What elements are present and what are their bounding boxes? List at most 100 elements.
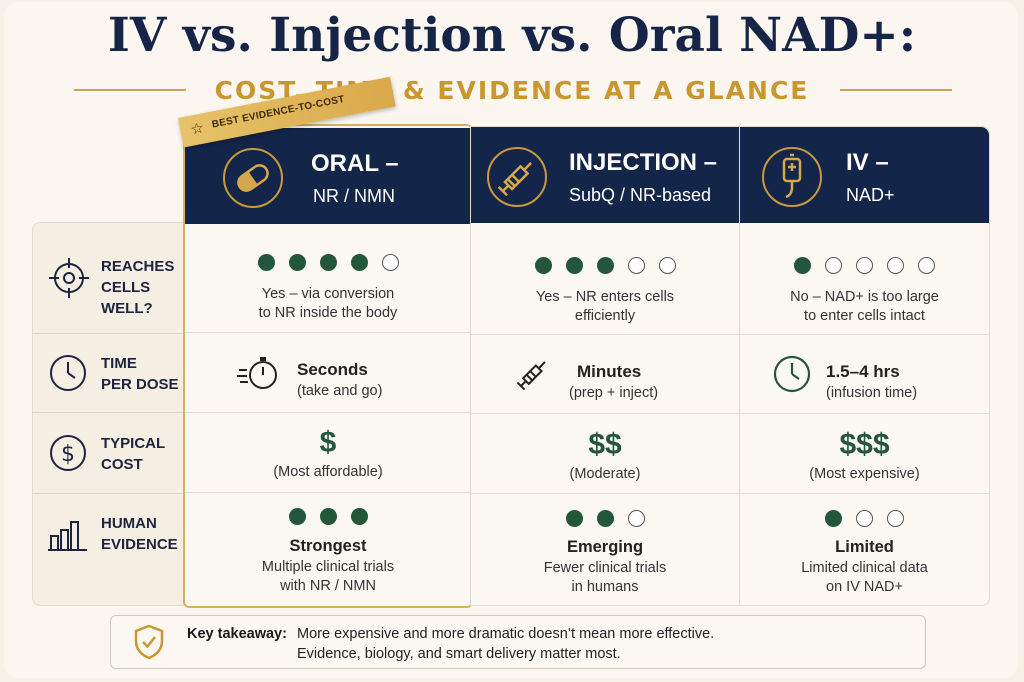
rating-dot-filled <box>288 508 306 526</box>
rating-dot-empty <box>381 254 399 272</box>
row-label-cost: $ TYPICAL COST <box>33 413 185 493</box>
rating-dot-filled <box>565 510 583 528</box>
row-divider <box>471 413 739 414</box>
row-label-reach: REACHES CELLS WELL? <box>33 223 185 333</box>
cost-symbol: $$$ <box>839 428 890 461</box>
row-divider <box>185 492 471 493</box>
rating-dot-filled <box>319 508 337 526</box>
reach-text-line1: Yes – via conversion <box>261 286 395 302</box>
row-label-text: HUMAN EVIDENCE <box>101 515 178 553</box>
time-note: (prep + inject) <box>569 385 659 401</box>
clock-icon <box>47 352 89 399</box>
column-injection: INJECTION – SubQ / NR-based Yes – NR ent… <box>470 126 740 606</box>
reach-text-line2: to NR inside the body <box>258 305 398 321</box>
time-value: 1.5–4 hrs <box>826 362 900 381</box>
time-note: (infusion time) <box>826 385 918 401</box>
evidence-rating-dots <box>471 510 739 528</box>
rating-dot-filled <box>794 257 811 275</box>
column-subtitle: SubQ / NR-based <box>569 185 712 205</box>
rating-dot-empty <box>856 257 873 275</box>
row-divider <box>33 333 185 334</box>
rating-dot-filled <box>350 508 368 526</box>
crosshair-icon <box>47 256 91 305</box>
row-divider <box>33 412 185 413</box>
time-value: Minutes <box>577 362 642 381</box>
row-divider <box>740 493 989 494</box>
rating-dot-empty <box>825 257 842 275</box>
subtitle-rule-right <box>840 89 952 91</box>
evidence-title: Strongest <box>289 537 367 555</box>
star-icon: ☆ <box>188 119 206 139</box>
rating-dot-empty <box>658 257 676 275</box>
column-title: INJECTION – <box>569 149 718 176</box>
syringe-icon <box>513 354 553 399</box>
row-label-evidence: HUMAN EVIDENCE <box>33 494 185 604</box>
column-header: INJECTION – SubQ / NR-based <box>471 127 739 223</box>
time-value: Seconds <box>297 360 368 379</box>
shield-check-icon <box>133 624 165 665</box>
iv-bag-icon <box>762 147 822 207</box>
subtitle-bar: COST, TIME & EVIDENCE AT A GLANCE <box>0 74 1024 110</box>
column-iv: IV – NAD+ No – NAD+ is too large to ente… <box>739 126 990 606</box>
evidence-text-line1: Limited clinical data <box>801 560 928 576</box>
column-title: IV – <box>846 149 889 176</box>
rating-dot-filled <box>596 257 614 275</box>
row-divider <box>185 332 471 333</box>
row-divider <box>185 412 471 413</box>
rating-dot-empty <box>887 257 904 275</box>
evidence-text-line2: in humans <box>571 579 639 595</box>
evidence-text-line2: with NR / NMN <box>280 578 376 594</box>
row-divider <box>740 413 989 414</box>
cost-symbol: $$ <box>588 428 622 461</box>
reach-text-line1: Yes – NR enters cells <box>535 289 675 305</box>
cost-symbol: $ <box>319 426 337 459</box>
takeaway-line2: Evidence, biology, and smart delivery ma… <box>297 646 621 662</box>
row-divider <box>740 334 989 335</box>
row-label-text: REACHES CELLS WELL? <box>101 258 175 317</box>
rating-dot-empty <box>887 510 904 528</box>
reach-text-line1: No – NAD+ is too large <box>790 289 939 305</box>
pill-capsule-icon <box>223 148 283 208</box>
takeaway-label: Key takeaway: <box>187 626 287 642</box>
rating-dot-filled <box>596 510 614 528</box>
rating-dot-empty <box>856 510 873 528</box>
reach-rating-dots <box>471 257 739 275</box>
dollar-icon: $ <box>47 432 89 479</box>
clock-icon <box>772 354 812 399</box>
reach-text-line2: efficiently <box>574 308 636 324</box>
column-subtitle: NAD+ <box>846 185 895 205</box>
row-divider <box>471 334 739 335</box>
stopwatch-icon <box>237 354 279 397</box>
rating-dot-filled <box>257 254 275 272</box>
rating-dot-filled <box>350 254 368 272</box>
row-labels-panel: REACHES CELLS WELL? TIME PER DOSE $ TYPI… <box>32 222 186 606</box>
rating-dot-empty <box>627 510 645 528</box>
rating-dot-empty <box>627 257 645 275</box>
column-oral: ORAL – NR / NMN Yes – via conversion to … <box>183 124 473 608</box>
row-label-text: TYPICAL COST <box>101 435 166 473</box>
cost-text: (Most affordable) <box>273 464 383 480</box>
column-title: ORAL – <box>311 150 399 177</box>
evidence-title: Limited <box>835 538 894 556</box>
row-label-time: TIME PER DOSE <box>33 334 185 412</box>
column-header: IV – NAD+ <box>740 127 989 223</box>
cost-text: (Moderate) <box>569 466 641 482</box>
rating-dot-filled <box>534 257 552 275</box>
rating-dot-filled <box>565 257 583 275</box>
reach-rating-dots <box>740 257 989 275</box>
takeaway-line1: More expensive and more dramatic doesn’t… <box>297 626 715 642</box>
rating-dot-empty <box>918 257 935 275</box>
rating-dot-filled <box>825 510 842 528</box>
rating-dot-filled <box>288 254 306 272</box>
time-note: (take and go) <box>297 383 383 399</box>
page-title: IV vs. Injection vs. Oral NAD+: <box>107 8 917 63</box>
evidence-rating-dots <box>185 508 471 526</box>
bar-chart-icon <box>47 516 89 557</box>
evidence-text-line1: Fewer clinical trials <box>543 560 667 576</box>
subtitle-rule-left <box>74 89 186 91</box>
rating-dot-filled <box>319 254 337 272</box>
column-header: ORAL – NR / NMN <box>185 128 471 224</box>
evidence-title: Emerging <box>566 538 644 556</box>
row-label-text: TIME PER DOSE <box>101 355 179 393</box>
svg-text:$: $ <box>61 442 75 467</box>
